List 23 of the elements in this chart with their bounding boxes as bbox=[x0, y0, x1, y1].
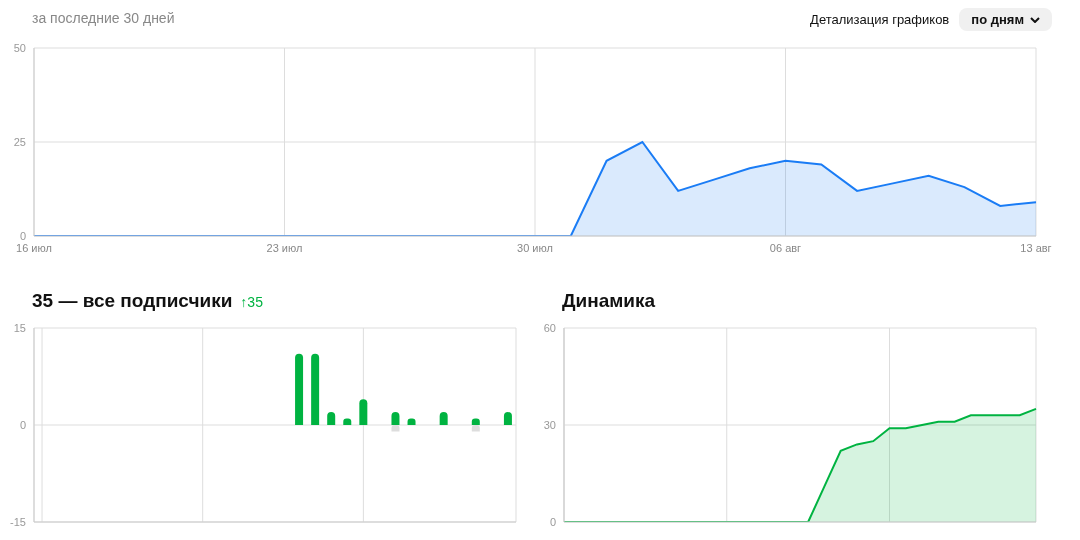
y-tick-label: 0 bbox=[549, 515, 556, 528]
bar bbox=[295, 353, 304, 425]
y-tick-label: 0 bbox=[19, 229, 26, 242]
x-tick-label: 16 июл bbox=[16, 241, 52, 254]
x-tick-label: 23 июл bbox=[266, 241, 303, 254]
text: Детализация графиков bbox=[810, 12, 950, 27]
y-tick-label: 60 bbox=[543, 321, 556, 334]
y-tick-label: 50 bbox=[13, 41, 26, 54]
x-tick-label: 30 июл bbox=[517, 241, 553, 254]
chart-title: Динамика bbox=[562, 290, 656, 312]
chart-title: 35 — все подписчики bbox=[32, 290, 233, 312]
bar bbox=[311, 353, 320, 425]
x-tick-label: 13 авг bbox=[1020, 241, 1052, 254]
text: по дням bbox=[959, 8, 1052, 31]
y-tick-label: 0 bbox=[19, 418, 26, 431]
x-tick-label: 06 авг bbox=[769, 241, 802, 254]
y-tick-label: 15 bbox=[13, 321, 26, 334]
chart-subtitle: ↑35 bbox=[240, 294, 263, 310]
y-tick-label: 25 bbox=[13, 135, 26, 148]
chart-subtitle: за последние 30 дней bbox=[32, 10, 175, 26]
y-tick-label: -15 bbox=[10, 515, 26, 528]
bar bbox=[359, 399, 368, 425]
y-tick-label: 30 bbox=[543, 418, 556, 431]
